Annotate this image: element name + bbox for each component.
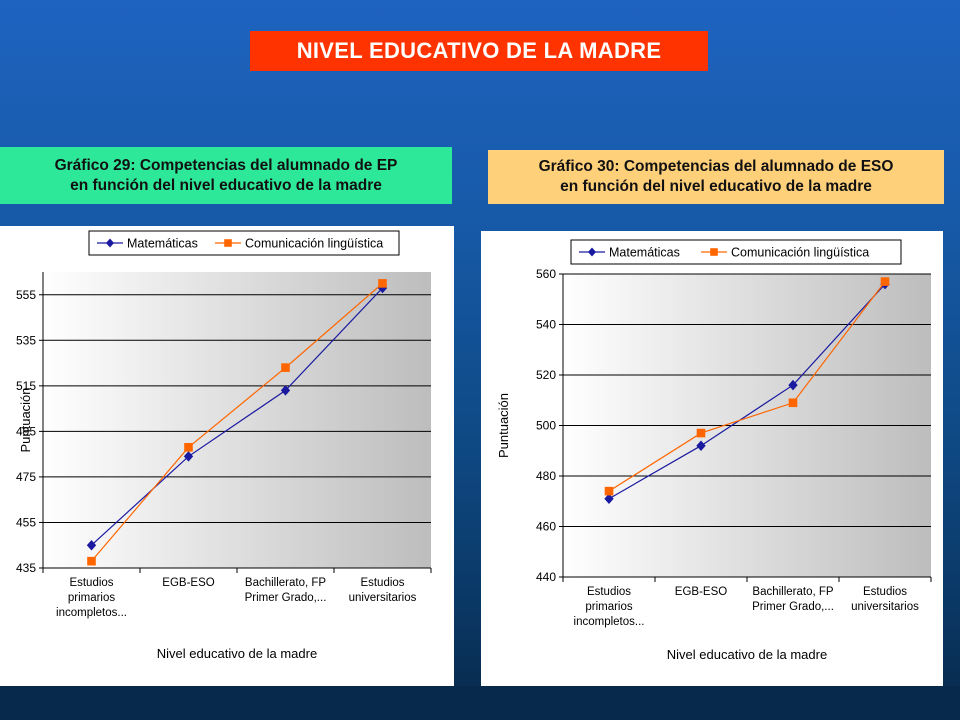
chart-29-x-tick-label: Estudios primarios incompletos... (56, 577, 127, 619)
chart-29-point-comunicacion (378, 279, 387, 288)
chart-30-x-tick-label: Estudios universitarios (851, 586, 919, 613)
chart-29-series-line-matematicas (91, 287, 383, 546)
chart-29-point-comunicacion (281, 363, 290, 372)
chart-30-point-comunicacion (788, 398, 798, 408)
chart-29-point-comunicacion (87, 556, 96, 566)
chart-30-point-comunicacion (604, 486, 614, 496)
chart-29-point-matematicas (86, 539, 97, 551)
chart-30-y-axis-title: Puntuación (496, 393, 511, 458)
chart-30-x-tick-label: Estudios primarios incompletos... (574, 586, 645, 628)
chart-29-legend-marker-matematicas (106, 238, 114, 248)
chart-29-point-comunicacion (184, 443, 193, 452)
chart-29-y-tick-label: 535 (16, 333, 36, 347)
chart-30-y-tick-label: 560 (536, 267, 556, 281)
chart-30-y-tick-label: 520 (536, 368, 556, 382)
chart-30-y-tick-label: 540 (536, 318, 556, 332)
chart-30-series-line-matematicas (608, 283, 886, 500)
chart-29-title-line-2: en función del nivel educativo de la mad… (70, 176, 382, 194)
chart-30-point-matematicas (696, 440, 706, 451)
chart-29-point-matematicas (280, 385, 291, 396)
chart-30-x-axis-title: Nivel educativo de la madre (667, 647, 827, 662)
chart-30-legend: Matemáticas Comunicación lingüística (570, 239, 902, 265)
chart-30-y-tick-label: 460 (536, 520, 556, 534)
chart-29-legend-label: Comunicación lingüística (245, 237, 383, 251)
chart-30-y-tick-label: 480 (536, 469, 556, 483)
chart-29-plot-area (43, 272, 431, 568)
chart-29-legend-box (88, 230, 400, 256)
chart-29-legend-label: Matemáticas (127, 237, 198, 251)
chart-30-panel: 440 460 480 500 520 540 560 Estudios primarios in… (481, 231, 943, 686)
chart-30-title: Gráfico 30: Competencias del alumnado de… (488, 150, 944, 204)
chart-29-legend: Matemáticas Comunicación lingüística (88, 230, 400, 256)
chart-30-title-line-2: en función del nivel educativo de la mad… (560, 178, 872, 195)
page-title: NIVEL EDUCATIVO DE LA MADRE (250, 31, 708, 71)
chart-29: 435 455 475 495 515 535 555 Estudios primarios in… (16, 230, 432, 661)
chart-29-title: Gráfico 29: Competencias del alumnado de… (0, 147, 452, 204)
chart-29-y-tick-label: 475 (16, 470, 36, 484)
chart-29-point-matematicas (183, 451, 194, 462)
chart-30-y-tick-label: 440 (536, 570, 556, 584)
chart-29-title-line-1: Gráfico 29: Competencias del alumnado de… (54, 156, 398, 174)
chart-29-x-tick-label: Bachillerato, FP Primer Grado,... (245, 577, 327, 604)
chart-29-series-line-comunicacion (91, 282, 383, 562)
chart-29-y-axis-title: Puntuación (18, 387, 33, 452)
chart-30-legend-label: Comunicación lingüística (731, 246, 869, 260)
chart-29-y-tick-label: 555 (16, 288, 36, 302)
chart-29-x-axis-title: Nivel educativo de la madre (157, 646, 317, 661)
chart-29-y-tick-label: 495 (16, 424, 36, 438)
chart-30-legend-box (570, 239, 902, 265)
chart-29-legend-marker-comunicacion (224, 239, 232, 247)
chart-30-point-matematicas (604, 493, 614, 504)
chart-30-x-tick-label: EGB-ESO (675, 586, 727, 598)
chart-30: 440 460 480 500 520 540 560 Estudios primarios in… (496, 239, 932, 662)
chart-30-point-comunicacion (880, 277, 890, 286)
chart-30-x-tick-label: Bachillerato, FP Primer Grado,... (752, 586, 834, 613)
chart-30-legend-marker-matematicas (588, 247, 596, 257)
chart-30-title-line-1: Gráfico 30: Competencias del alumnado de… (538, 158, 894, 175)
chart-30-legend-marker-comunicacion (710, 248, 718, 256)
chart-30-legend-label: Matemáticas (609, 246, 680, 260)
chart-30-point-comunicacion (696, 428, 706, 438)
chart-30-point-matematicas (788, 379, 798, 391)
chart-29-panel: 435 455 475 495 515 535 555 Estudios primarios in… (0, 226, 454, 686)
chart-29-y-tick-label: 455 (16, 515, 36, 529)
chart-29-x-tick-label: EGB-ESO (162, 577, 214, 589)
bottom-band (0, 686, 960, 720)
chart-29-x-tick-label: Estudios universitarios (349, 577, 417, 604)
chart-30-series-line-comunicacion (608, 281, 886, 492)
chart-29-y-tick-label: 435 (16, 561, 36, 575)
chart-29-y-tick-label: 515 (16, 379, 36, 393)
chart-30-y-tick-label: 500 (536, 419, 556, 433)
